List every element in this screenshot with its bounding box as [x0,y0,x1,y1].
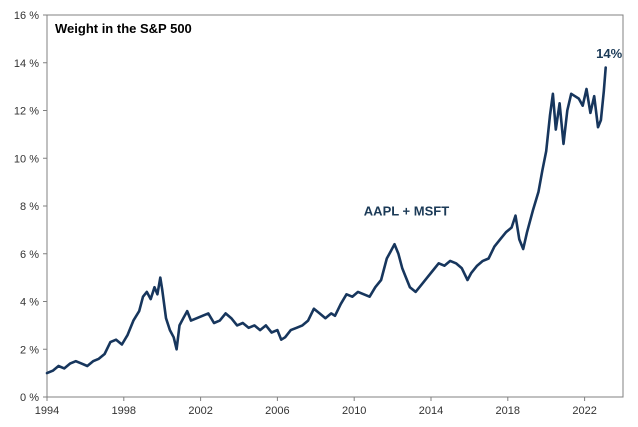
y-tick-label: 12 % [14,106,39,118]
x-tick-label: 2022 [572,405,596,417]
y-tick-label: 6 % [20,249,39,261]
y-tick-label: 2 % [20,344,39,356]
x-tick-label: 2002 [188,405,212,417]
y-tick-label: 8 % [20,201,39,213]
x-tick-label: 2018 [496,405,520,417]
x-tick-label: 2010 [342,405,366,417]
y-tick-label: 16 % [14,10,39,22]
annotation-layer: AAPL + MSFT 14% [364,46,623,219]
x-tick-label: 2006 [265,405,289,417]
series-line [45,66,607,375]
chart-title: Weight in the S&P 500 [55,21,192,36]
series-layer [45,66,607,375]
x-tick-label: 2014 [419,405,443,417]
end-value-label: 14% [596,46,622,61]
y-tick-label: 0 % [20,392,39,404]
series-annotation: AAPL + MSFT [364,204,449,219]
y-tick-label: 10 % [14,153,39,165]
y-tick-label: 14 % [14,58,39,70]
x-tick-label: 1998 [112,405,136,417]
x-axis: 1994 1998 2002 2006 2010 2014 2018 2022 [35,397,597,417]
y-axis: 0 % 2 % 4 % 6 % 8 % 10 % 12 % 14 % 16 % [14,10,47,404]
x-tick-label: 1994 [35,405,59,417]
plot-frame [46,14,624,398]
y-tick-label: 4 % [20,297,39,309]
